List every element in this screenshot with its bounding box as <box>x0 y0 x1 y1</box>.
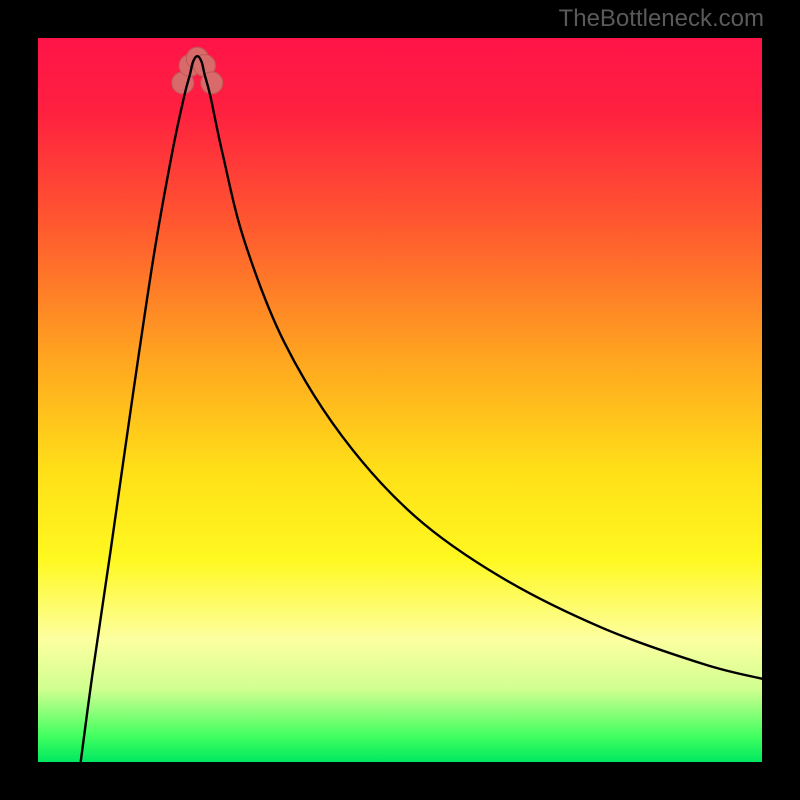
chart-canvas: TheBottleneck.com <box>0 0 800 800</box>
watermark-text: TheBottleneck.com <box>559 5 764 33</box>
chart-svg <box>38 38 762 762</box>
chart-background-gradient <box>38 38 762 762</box>
plot-area <box>38 38 762 762</box>
